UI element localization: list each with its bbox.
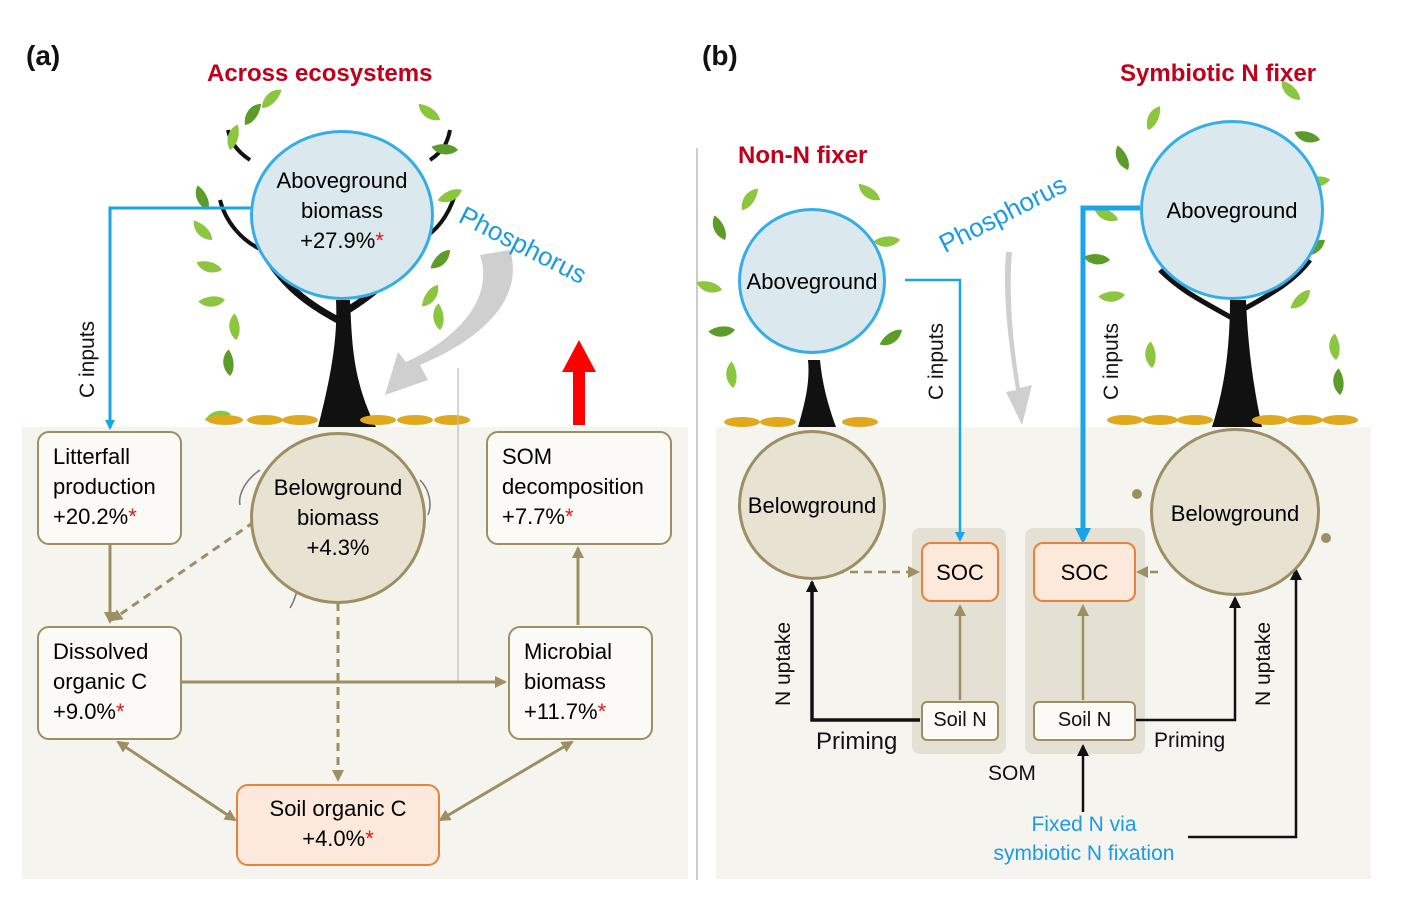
belowground-non-fixer-node: Belowground: [738, 430, 886, 580]
som-decomp-line2: decomposition: [502, 474, 644, 499]
soil-organic-c-node: Soil organic C +4.0%*: [236, 784, 440, 866]
belowground-biomass-node: Belowground biomass +4.3%: [250, 432, 426, 604]
tree-non-fixer: [694, 178, 906, 427]
significance-star: *: [116, 699, 125, 724]
som-decomp-line1: SOM: [502, 444, 553, 469]
fixed-n-line1: Fixed N via: [1031, 813, 1137, 836]
non-fixer-title: Non-N fixer: [738, 142, 868, 169]
c-inputs-arrow-a: [105, 206, 251, 430]
aboveground-biomass-node: Aboveground biomass +27.9%*: [250, 130, 434, 300]
soil-n-n-fixer-node: Soil N: [1033, 701, 1136, 741]
significance-star: *: [375, 228, 384, 253]
soc-n-fixer-label: SOC: [1060, 560, 1109, 585]
c-inputs-label-a: C inputs: [76, 320, 99, 398]
belowground-n-fixer-node: Belowground: [1150, 428, 1320, 596]
panel-a-title: Across ecosystems: [207, 60, 433, 87]
som-decomposition-node: SOM decomposition +7.7%*: [486, 431, 672, 545]
microbial-line2: biomass: [524, 669, 606, 694]
phosphorus-arrow-b: [1004, 252, 1032, 425]
aboveground-value: +27.9%: [300, 228, 376, 253]
tree-n-fixer: [1082, 76, 1358, 543]
doc-value: +9.0%: [53, 699, 116, 724]
litterfall-line1: Litterfall: [53, 444, 131, 469]
soc-non-fixer-node: SOC: [921, 542, 999, 602]
soil-n-n-fixer-label: Soil N: [1057, 709, 1112, 731]
som-decomp-value: +7.7%: [502, 504, 565, 529]
c-inputs-label-b-right: C inputs: [1100, 322, 1123, 400]
aboveground-line2: biomass: [301, 198, 383, 223]
som-label: SOM: [988, 762, 1036, 785]
microbial-value: +11.7%: [524, 699, 598, 724]
soc-n-fixer-node: SOC: [1033, 542, 1136, 602]
n-uptake-label-left: N uptake: [772, 621, 795, 706]
fixed-n-line2: symbiotic N fixation: [993, 842, 1175, 865]
aboveground-line1: Aboveground: [276, 168, 408, 193]
doc-line1: Dissolved: [53, 639, 149, 664]
belowground-non-fixer-label: Belowground: [747, 493, 877, 518]
litterfall-value: +20.2%: [53, 504, 129, 529]
litterfall-node: Litterfall production +20.2%*: [37, 431, 182, 545]
belowground-n-fixer-label: Belowground: [1170, 501, 1300, 526]
priming-label-right: Priming: [1154, 729, 1226, 752]
priming-label-left: Priming: [816, 728, 898, 755]
significance-star: *: [565, 504, 574, 529]
n-uptake-label-right: N uptake: [1252, 621, 1275, 706]
som-release-arrow: [562, 340, 596, 425]
microbial-biomass-node: Microbial biomass +11.7%*: [508, 626, 653, 740]
belowground-line2: biomass: [297, 505, 379, 530]
aboveground-non-fixer-label: Aboveground: [746, 269, 878, 294]
soc-a-value: +4.0%: [302, 826, 366, 851]
panel-b-label: (b): [702, 40, 738, 71]
soil-n-non-fixer-node: Soil N: [921, 701, 999, 741]
aboveground-n-fixer-node: Aboveground: [1140, 120, 1324, 300]
soc-a-line1: Soil organic C: [269, 796, 407, 821]
fixed-n-label: Fixed N via symbiotic N fixation: [978, 810, 1190, 868]
significance-star: *: [365, 826, 374, 851]
belowground-value: +4.3%: [306, 535, 370, 560]
aboveground-non-fixer-node: Aboveground: [738, 208, 886, 354]
significance-star: *: [597, 699, 607, 724]
c-inputs-label-b-left: C inputs: [925, 322, 948, 400]
phosphorus-arrow-a: [385, 250, 513, 395]
doc-line2: organic C: [53, 669, 148, 694]
significance-star: *: [128, 504, 137, 529]
panel-a-label: (a): [26, 40, 61, 71]
dissolved-organic-c-node: Dissolved organic C +9.0%*: [37, 626, 182, 740]
litterfall-line2: production: [53, 474, 156, 499]
belowground-line1: Belowground: [273, 475, 403, 500]
microbial-line1: Microbial: [524, 639, 613, 664]
n-fixer-title: Symbiotic N fixer: [1120, 60, 1317, 87]
soil-n-non-fixer-label: Soil N: [933, 709, 987, 731]
aboveground-n-fixer-label: Aboveground: [1166, 198, 1298, 223]
soc-non-fixer-label: SOC: [936, 560, 984, 585]
